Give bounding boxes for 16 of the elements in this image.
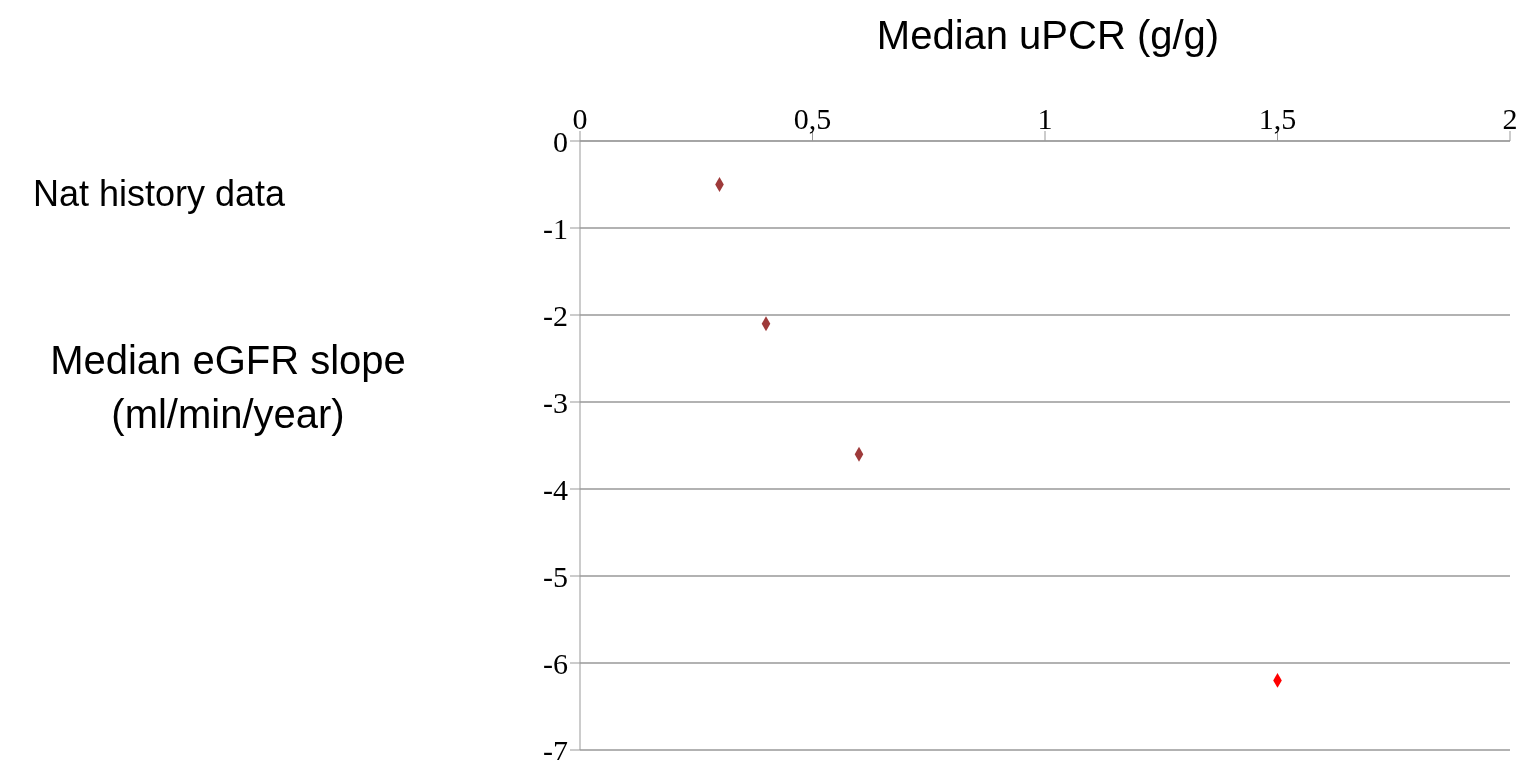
x-tick-label: 0: [572, 102, 588, 135]
y-tick-label: -4: [543, 472, 568, 506]
y-tick-label: -7: [543, 733, 568, 767]
x-tick-label: 1: [1037, 102, 1053, 135]
y-tick-label: -2: [543, 298, 568, 332]
y-tick-label: -1: [543, 211, 568, 245]
x-tick-label: 2: [1502, 102, 1518, 135]
x-axis-title: Median uPCR (g/g): [875, 13, 1221, 58]
text: Nat history data: [33, 173, 286, 215]
y-tick-label: 0: [553, 124, 568, 158]
x-tick-label: 1,5: [1258, 102, 1297, 135]
y-tick-label: -6: [543, 646, 568, 680]
x-tick-label: 0,5: [793, 102, 832, 135]
y-tick-label: -5: [543, 559, 568, 593]
y-tick-label: -3: [543, 385, 568, 419]
y-axis-title: Median eGFR slope (ml/min/year): [49, 337, 407, 438]
